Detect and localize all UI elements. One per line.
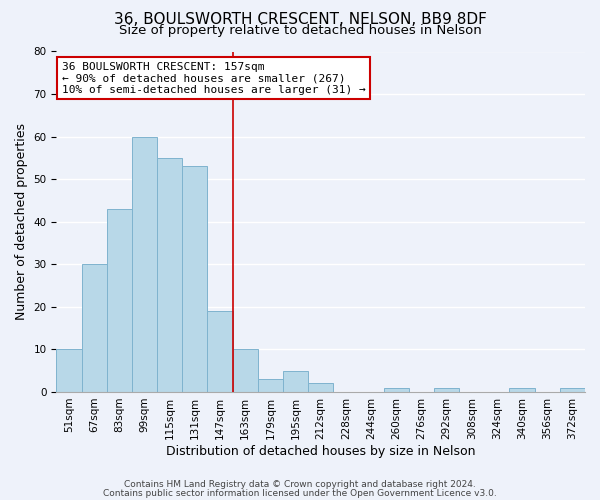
Bar (560, 388, 585, 392)
Text: Contains HM Land Registry data © Crown copyright and database right 2024.: Contains HM Land Registry data © Crown c… (124, 480, 476, 489)
Text: Contains public sector information licensed under the Open Government Licence v3: Contains public sector information licen… (103, 488, 497, 498)
Bar (258, 379, 283, 392)
Bar (182, 166, 208, 392)
Bar (434, 388, 459, 392)
Bar (157, 158, 182, 392)
Bar (132, 136, 157, 392)
Text: Size of property relative to detached houses in Nelson: Size of property relative to detached ho… (119, 24, 481, 37)
Bar (383, 388, 409, 392)
Text: 36 BOULSWORTH CRESCENT: 157sqm
← 90% of detached houses are smaller (267)
10% of: 36 BOULSWORTH CRESCENT: 157sqm ← 90% of … (62, 62, 365, 95)
Y-axis label: Number of detached properties: Number of detached properties (15, 123, 28, 320)
Bar (233, 350, 258, 392)
Text: 36, BOULSWORTH CRESCENT, NELSON, BB9 8DF: 36, BOULSWORTH CRESCENT, NELSON, BB9 8DF (113, 12, 487, 28)
Bar (283, 370, 308, 392)
Bar (56, 350, 82, 392)
Bar (308, 384, 333, 392)
Bar (509, 388, 535, 392)
Bar (82, 264, 107, 392)
X-axis label: Distribution of detached houses by size in Nelson: Distribution of detached houses by size … (166, 444, 475, 458)
Bar (107, 209, 132, 392)
Bar (208, 311, 233, 392)
